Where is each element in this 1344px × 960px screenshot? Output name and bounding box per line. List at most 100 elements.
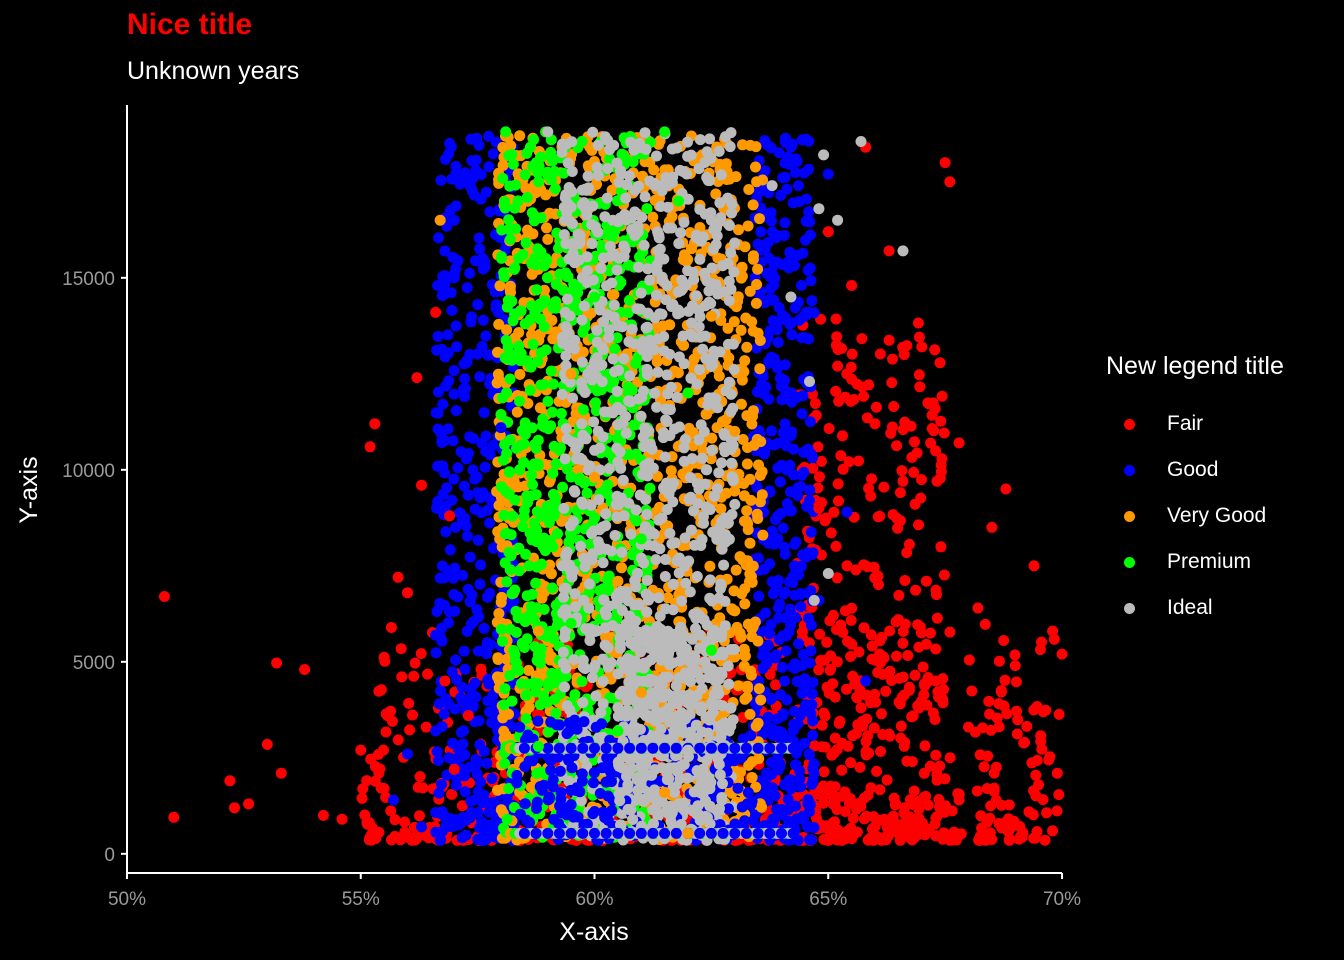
cloud-point <box>767 315 779 327</box>
cloud-point <box>538 532 550 544</box>
cloud-point <box>818 766 830 778</box>
cloud-point <box>938 427 950 439</box>
cloud-point <box>703 392 715 404</box>
cloud-point <box>833 495 844 507</box>
cloud-point <box>748 250 759 262</box>
cloud-point <box>770 649 782 661</box>
cloud-point <box>641 574 653 586</box>
cloud-point <box>874 348 886 360</box>
cloud-point <box>919 680 931 692</box>
cloud-point <box>760 381 772 393</box>
cloud-point <box>832 478 844 490</box>
cloud-point <box>866 473 878 485</box>
cloud-point <box>706 432 718 444</box>
cloud-point <box>800 699 812 710</box>
cloud-point <box>863 379 875 391</box>
cloud-point <box>597 698 609 710</box>
cloud-point <box>726 207 738 219</box>
cloud-point <box>914 381 926 393</box>
cloud-point <box>610 590 622 602</box>
cloud-point <box>626 323 638 335</box>
cloud-point <box>839 806 851 817</box>
cloud-point <box>1048 633 1060 645</box>
cloud-point <box>785 774 797 786</box>
cloud-point <box>623 294 635 306</box>
cloud-point <box>723 295 735 307</box>
cloud-point <box>535 347 547 359</box>
cloud-point <box>567 516 579 528</box>
cloud-point <box>783 503 795 515</box>
cloud-point <box>470 691 482 703</box>
cloud-point <box>800 193 812 205</box>
cloud-point <box>638 239 650 251</box>
cloud-point <box>764 283 776 295</box>
cloud-point <box>395 643 407 655</box>
cloud-point <box>586 238 598 250</box>
cloud-point <box>843 456 855 468</box>
cloud-point <box>775 189 787 201</box>
cloud-point <box>436 560 448 572</box>
cloud-point <box>574 235 586 247</box>
cloud-point <box>780 645 792 657</box>
cloud-point <box>869 572 881 584</box>
cloud-point <box>600 631 612 643</box>
cloud-point <box>529 439 541 450</box>
cloud-point <box>643 425 655 437</box>
cloud-point <box>908 466 920 478</box>
cloud-point <box>519 428 531 440</box>
cloud-point <box>739 598 751 610</box>
cloud-point <box>505 140 517 152</box>
cloud-point <box>1053 789 1065 801</box>
cloud-point <box>593 494 605 506</box>
cloud-point <box>861 412 873 424</box>
cloud-point <box>863 482 875 494</box>
cloud-point <box>477 314 489 326</box>
cloud-point <box>909 669 921 681</box>
cloud-point <box>693 321 705 333</box>
cloud-point <box>471 471 483 483</box>
cloud-point <box>937 833 949 845</box>
cloud-point <box>754 496 766 508</box>
cloud-point <box>508 263 520 275</box>
cloud-point <box>581 487 593 499</box>
cloud-point <box>486 717 498 729</box>
cloud-point <box>713 467 725 479</box>
cloud-point <box>558 284 570 296</box>
cloud-point <box>532 167 544 179</box>
cloud-point <box>435 174 447 186</box>
cloud-point <box>805 619 817 631</box>
cloud-point <box>693 434 705 446</box>
cloud-point <box>797 649 809 660</box>
cloud-point <box>853 455 865 467</box>
cloud-point <box>656 274 668 286</box>
cloud-point <box>456 726 467 738</box>
cloud-point <box>590 397 602 409</box>
cloud-point <box>449 703 461 715</box>
cloud-point <box>901 340 913 352</box>
cloud-point <box>741 458 753 470</box>
cloud-point <box>495 623 507 635</box>
cloud-point <box>933 801 945 813</box>
cloud-point <box>934 357 946 369</box>
cloud-point <box>819 710 831 722</box>
cloud-point <box>547 302 559 314</box>
cloud-point <box>723 275 735 287</box>
cloud-point <box>604 144 616 156</box>
cloud-point <box>796 279 807 291</box>
cloud-point <box>842 635 854 647</box>
cloud-point <box>993 655 1005 667</box>
cloud-point <box>555 408 567 419</box>
cloud-point <box>507 158 519 170</box>
cloud-point <box>738 643 750 655</box>
cloud-point <box>742 220 754 232</box>
cloud-point <box>829 781 841 793</box>
cloud-point <box>476 816 488 828</box>
cloud-point <box>392 734 404 746</box>
cloud-point <box>591 324 603 336</box>
cloud-point <box>525 527 537 539</box>
cloud-point <box>917 661 929 673</box>
cloud-point <box>931 769 943 780</box>
cloud-point <box>808 758 820 770</box>
cloud-point <box>597 675 609 687</box>
